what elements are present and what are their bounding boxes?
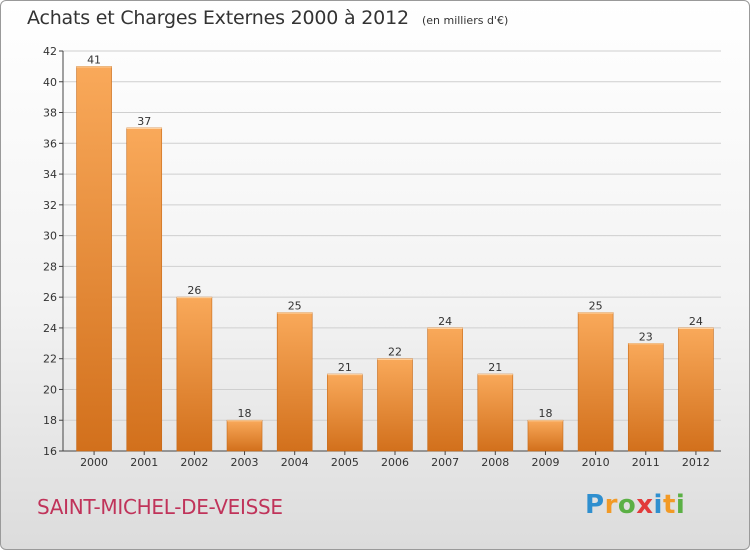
bar — [126, 127, 163, 452]
data-label: 22 — [388, 346, 402, 359]
data-label: 18 — [538, 407, 552, 420]
bar — [527, 419, 564, 452]
x-tick-label: 2011 — [632, 456, 660, 469]
x-tick-label: 2005 — [331, 456, 359, 469]
bar — [76, 66, 112, 452]
y-tick-label: 22 — [43, 353, 57, 366]
y-tick-label: 38 — [43, 107, 57, 120]
x-tick-label: 2010 — [582, 456, 610, 469]
y-tick-label: 18 — [43, 414, 57, 427]
logo-letter: i — [675, 490, 686, 520]
y-tick-label: 16 — [43, 445, 57, 458]
x-tick-label: 2000 — [80, 456, 108, 469]
x-tick-label: 2001 — [130, 456, 158, 469]
data-labels: 41 37 26 18 25 21 22 24 21 18 25 23 24 — [87, 53, 703, 420]
data-label: 21 — [488, 361, 502, 374]
x-tick-label: 2008 — [481, 456, 509, 469]
x-tick-label: 2003 — [231, 456, 259, 469]
x-tick-label: 2004 — [281, 456, 309, 469]
proxiti-logo: Proxiti — [585, 490, 685, 520]
data-label: 41 — [87, 53, 101, 66]
bar — [276, 312, 313, 452]
data-label: 25 — [589, 300, 603, 313]
logo-letter: t — [662, 490, 676, 520]
bar — [427, 327, 463, 452]
data-label: 24 — [689, 315, 703, 328]
x-tick-label: 2012 — [682, 456, 710, 469]
chart-title-block: Achats et Charges Externes 2000 à 2012 (… — [27, 7, 508, 29]
x-tick-label: 2009 — [531, 456, 559, 469]
x-tick-label: 2007 — [431, 456, 459, 469]
bar — [477, 373, 514, 452]
bar — [627, 343, 664, 452]
chart-title: Achats et Charges Externes 2000 à 2012 — [27, 7, 409, 29]
y-tick-label: 34 — [43, 168, 57, 181]
bar — [327, 373, 363, 452]
logo-letter: P — [585, 490, 605, 520]
y-tick-label: 32 — [43, 199, 57, 212]
y-tick-label: 40 — [43, 76, 57, 89]
logo-letter: o — [617, 490, 637, 520]
bars — [76, 66, 714, 452]
bar — [577, 312, 614, 452]
data-label: 21 — [338, 361, 352, 374]
bar — [678, 327, 714, 452]
chart-unit: (en milliers d'€) — [421, 14, 509, 27]
y-tick-label: 30 — [43, 230, 57, 243]
y-tick-label: 28 — [43, 260, 57, 273]
x-tick-label: 2002 — [180, 456, 208, 469]
bar — [226, 419, 263, 452]
y-tick-label: 24 — [43, 322, 57, 335]
data-label: 18 — [238, 407, 252, 420]
logo-letter: i — [653, 490, 663, 520]
y-tick-label: 42 — [43, 45, 57, 58]
logo-letter: x — [636, 490, 654, 520]
place-name: SAINT-MICHEL-DE-VEISSE — [37, 495, 283, 519]
logo-letter: r — [604, 490, 618, 520]
bar — [176, 296, 213, 452]
bar — [377, 358, 413, 452]
data-label: 25 — [288, 300, 302, 313]
data-label: 37 — [137, 115, 151, 128]
data-label: 24 — [438, 315, 452, 328]
y-tick-label: 20 — [43, 383, 57, 396]
y-tick-label: 26 — [43, 291, 57, 304]
y-tick-label: 36 — [43, 137, 57, 150]
data-label: 26 — [187, 284, 201, 297]
data-label: 23 — [639, 330, 653, 343]
x-tick-label: 2006 — [381, 456, 409, 469]
